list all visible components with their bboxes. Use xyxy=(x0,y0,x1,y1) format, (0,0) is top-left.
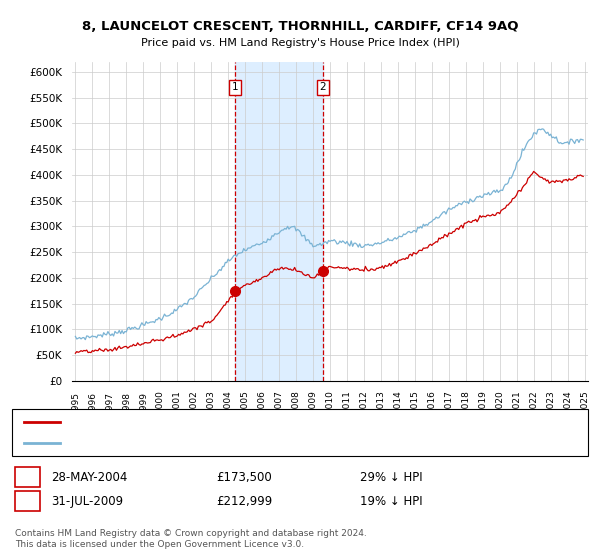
Text: 1: 1 xyxy=(23,470,32,484)
Text: £212,999: £212,999 xyxy=(216,494,272,508)
Text: 19% ↓ HPI: 19% ↓ HPI xyxy=(360,494,422,508)
Text: 2: 2 xyxy=(23,494,32,508)
Text: HPI: Average price, detached house, Cardiff: HPI: Average price, detached house, Card… xyxy=(69,438,297,448)
Text: 28-MAY-2004: 28-MAY-2004 xyxy=(51,470,127,484)
Text: £173,500: £173,500 xyxy=(216,470,272,484)
Text: Contains HM Land Registry data © Crown copyright and database right 2024.
This d: Contains HM Land Registry data © Crown c… xyxy=(15,529,367,549)
Text: Price paid vs. HM Land Registry's House Price Index (HPI): Price paid vs. HM Land Registry's House … xyxy=(140,38,460,48)
Text: 8, LAUNCELOT CRESCENT, THORNHILL, CARDIFF, CF14 9AQ (detached house): 8, LAUNCELOT CRESCENT, THORNHILL, CARDIF… xyxy=(69,417,473,427)
Text: 2: 2 xyxy=(320,82,326,92)
Text: 1: 1 xyxy=(232,82,238,92)
Text: 29% ↓ HPI: 29% ↓ HPI xyxy=(360,470,422,484)
Text: 31-JUL-2009: 31-JUL-2009 xyxy=(51,494,123,508)
Text: 8, LAUNCELOT CRESCENT, THORNHILL, CARDIFF, CF14 9AQ: 8, LAUNCELOT CRESCENT, THORNHILL, CARDIF… xyxy=(82,20,518,32)
Bar xyxy=(235,62,323,381)
